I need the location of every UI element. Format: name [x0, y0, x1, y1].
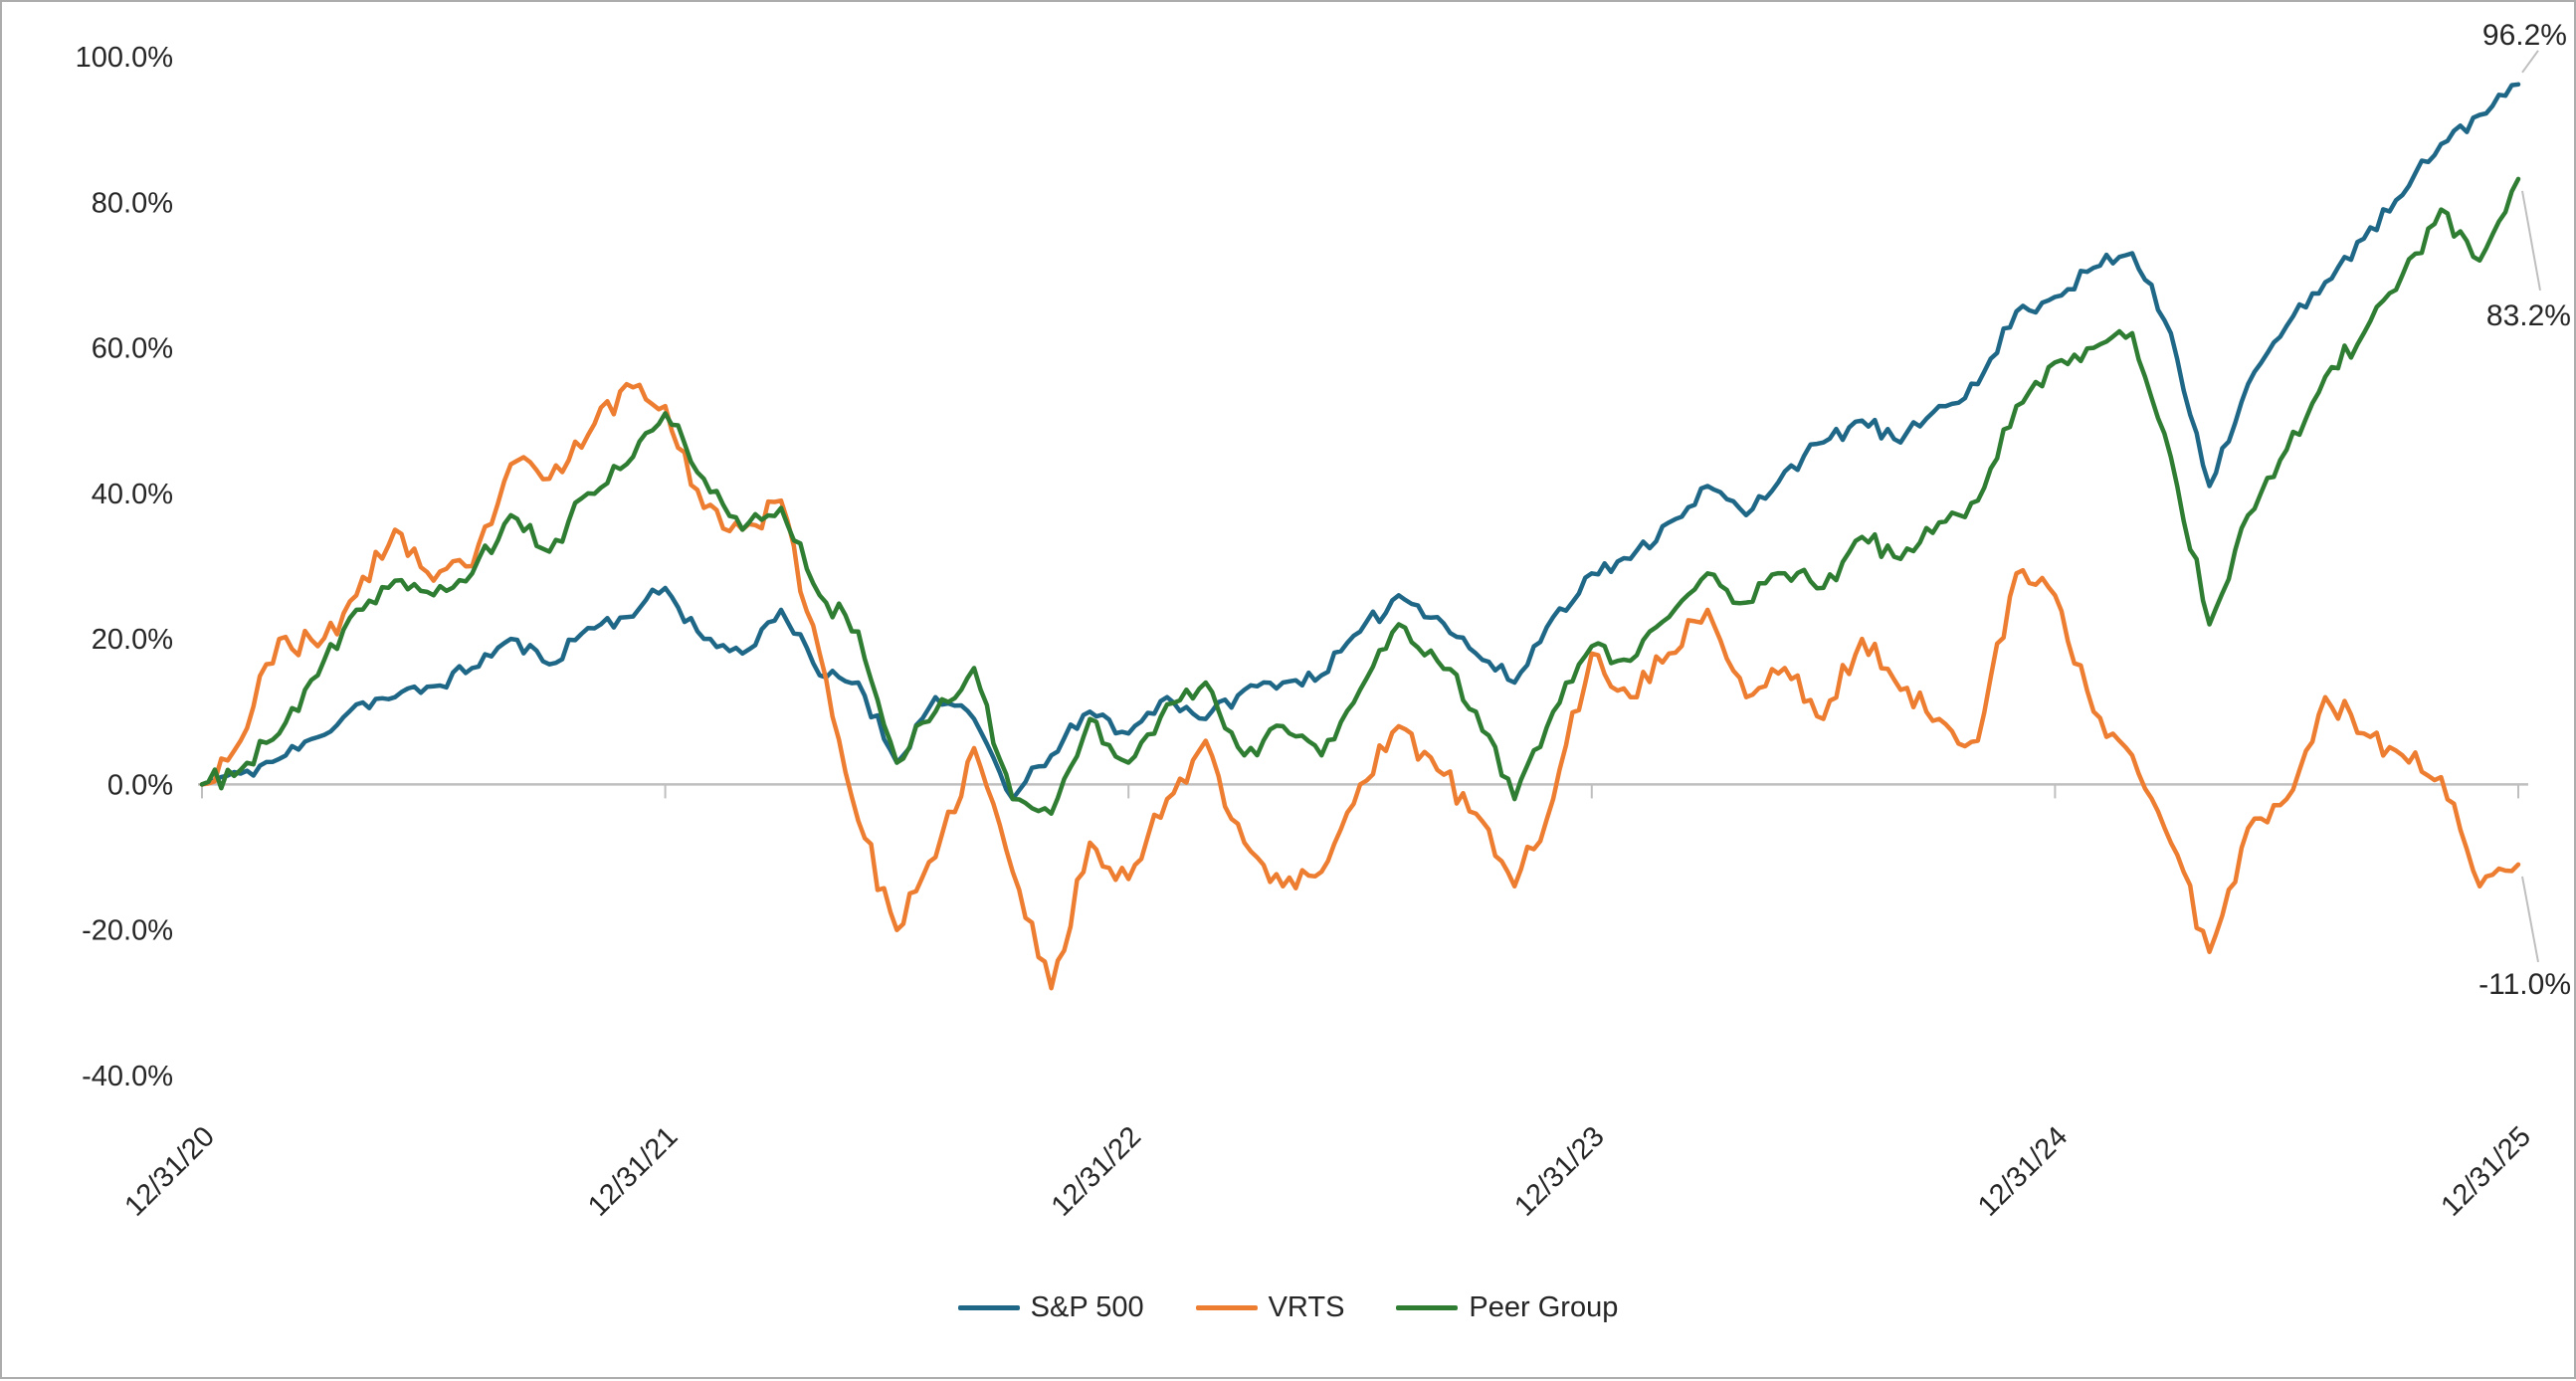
annotation-leader-peer-group [2521, 190, 2541, 292]
y-axis-label: 20.0% [92, 624, 173, 656]
legend-item-sp500: S&P 500 [957, 1291, 1144, 1323]
y-axis-label: 80.0% [92, 187, 173, 219]
legend-item-vrts: VRTS [1195, 1291, 1345, 1323]
y-axis-label: 100.0% [76, 42, 173, 74]
annotation-leader-sp500 [2521, 50, 2539, 74]
annotation-label-sp500: 96.2% [2482, 19, 2567, 52]
annotation-leader-vrts [2521, 876, 2539, 963]
y-axis-label: 60.0% [92, 333, 173, 365]
y-axis-label: -20.0% [82, 915, 173, 947]
series-line-peer-group [199, 176, 2521, 816]
legend-label-peer-group: Peer Group [1469, 1291, 1619, 1323]
y-axis-label: 0.0% [107, 769, 173, 801]
chart-legend: S&P 500 VRTS Peer Group [2, 1293, 2574, 1322]
annotation-label-peer-group: 83.2% [2486, 299, 2571, 332]
legend-swatch-vrts [1195, 1305, 1258, 1310]
legend-label-sp500: S&P 500 [1030, 1291, 1144, 1323]
x-axis-label: 12/31/22 [1046, 1120, 1147, 1222]
y-axis-label: -40.0% [82, 1061, 173, 1092]
annotation-label-vrts: -11.0% [2478, 968, 2571, 1001]
x-axis-label: 12/31/23 [1508, 1120, 1610, 1222]
x-axis-label: 12/31/25 [2435, 1120, 2536, 1222]
legend-item-peer-group: Peer Group [1396, 1293, 1618, 1322]
y-axis-label: 40.0% [92, 479, 173, 510]
x-axis-label: 12/31/21 [582, 1120, 684, 1222]
legend-label-vrts: VRTS [1268, 1291, 1345, 1323]
x-axis-label: 12/31/20 [118, 1120, 220, 1222]
legend-swatch-peer-group [1396, 1305, 1459, 1310]
x-axis-label: 12/31/24 [1972, 1120, 2074, 1222]
legend-swatch-sp500 [957, 1305, 1020, 1310]
series-line-vrts [199, 381, 2521, 991]
series-line-sp500 [199, 82, 2521, 802]
